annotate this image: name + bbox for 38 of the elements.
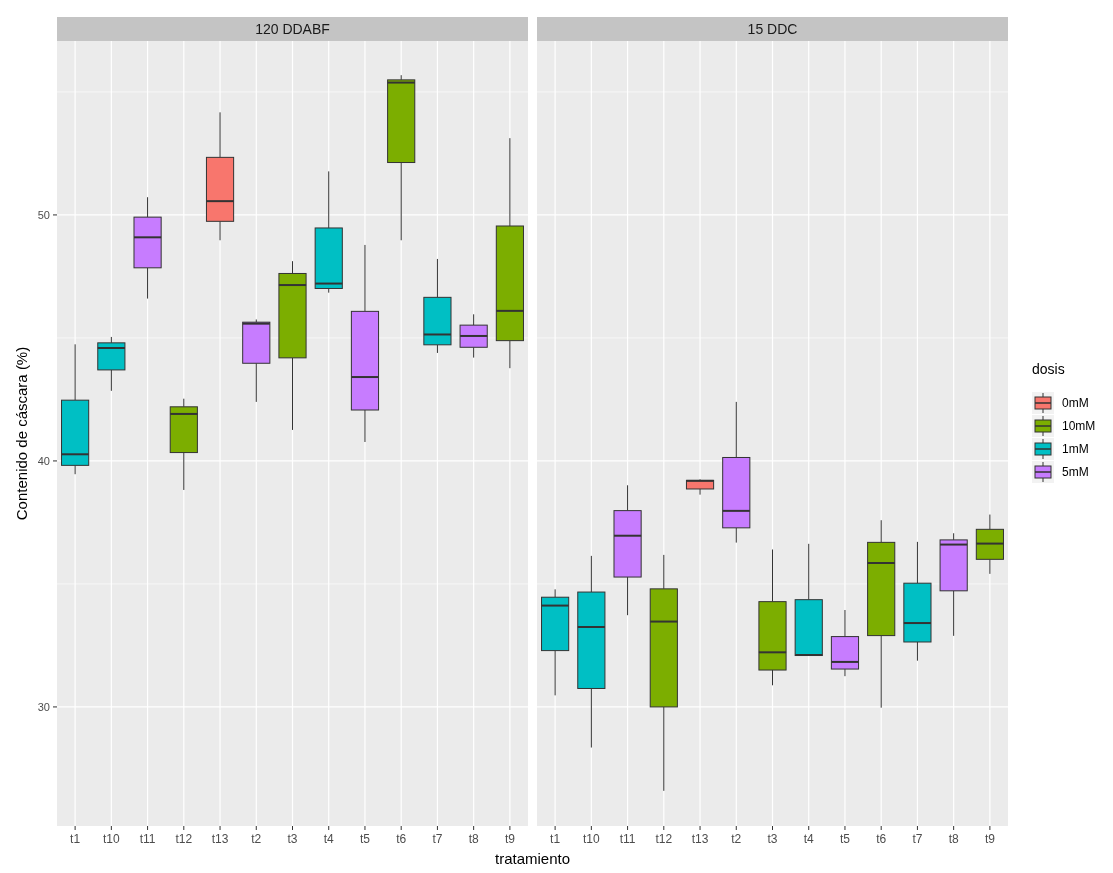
x-tick-label: t6 — [396, 832, 407, 846]
legend-label: 5mM — [1062, 465, 1089, 480]
chart-title: 120 DDABF — [255, 20, 330, 37]
x-tick-label: t11 — [619, 832, 636, 846]
x-tick-label: t12 — [175, 832, 193, 846]
x-tick-label: t10 — [583, 832, 601, 846]
y-tick-label: 30 — [37, 700, 50, 713]
x-tick-label: t2 — [731, 832, 742, 846]
x-tick-label: t13 — [691, 832, 709, 846]
x-tick-label: t7 — [432, 832, 443, 846]
x-tick-label: t5 — [839, 832, 851, 846]
x-tick-label: t8 — [948, 832, 959, 846]
x-tick-label: t8 — [468, 832, 479, 846]
x-tick-label: t7 — [912, 832, 923, 846]
x-tick-label: t3 — [287, 832, 298, 846]
chart-title: 15 DDC — [747, 20, 798, 37]
x-tick-label: t1 — [550, 832, 561, 846]
x-tick-label: t6 — [876, 832, 887, 846]
legend-title: dosis — [1032, 361, 1065, 377]
y-tick-label: 40 — [37, 454, 50, 467]
x-tick-label: t9 — [984, 832, 996, 846]
x-tick-label: t10 — [103, 832, 121, 846]
legend-label: 10mM — [1062, 419, 1096, 434]
x-tick-label: t2 — [251, 832, 262, 846]
legend-label: 0mM — [1062, 396, 1089, 411]
x-tick-label: t11 — [139, 832, 156, 846]
x-tick-label: t9 — [504, 832, 516, 846]
x-tick-label: t4 — [323, 832, 335, 846]
x-tick-label: t1 — [70, 832, 81, 846]
x-tick-label: t3 — [767, 832, 778, 846]
legend-label: 1mM — [1062, 442, 1089, 457]
x-tick-label: t4 — [803, 832, 815, 846]
x-tick-label: t5 — [359, 832, 371, 846]
x-axis-title: tratamiento — [494, 850, 571, 867]
x-tick-label: t13 — [211, 832, 229, 846]
x-tick-label: t12 — [655, 832, 673, 846]
y-axis-title: Contenido de cáscara (%) — [13, 346, 30, 521]
y-tick-label: 50 — [37, 208, 50, 221]
